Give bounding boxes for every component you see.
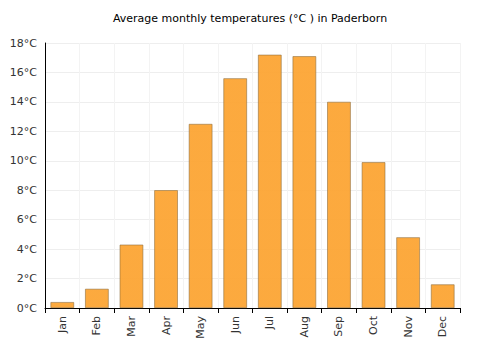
svg-text:4°C: 4°C	[17, 243, 37, 256]
svg-text:Average monthly temperatures (: Average monthly temperatures (°C ) in Pa…	[113, 12, 387, 25]
svg-text:Jan: Jan	[56, 316, 69, 334]
svg-text:6°C: 6°C	[17, 213, 37, 226]
svg-text:Mar: Mar	[125, 316, 138, 337]
svg-text:12°C: 12°C	[10, 125, 37, 138]
svg-text:14°C: 14°C	[10, 95, 37, 108]
svg-text:18°C: 18°C	[10, 37, 37, 50]
svg-text:Apr: Apr	[160, 316, 173, 336]
svg-text:0°C: 0°C	[17, 302, 37, 315]
svg-text:Oct: Oct	[367, 315, 380, 335]
svg-text:Aug: Aug	[298, 316, 311, 337]
svg-text:10°C: 10°C	[10, 154, 37, 167]
svg-text:2°C: 2°C	[17, 272, 37, 285]
svg-text:16°C: 16°C	[10, 66, 37, 79]
svg-text:May: May	[194, 316, 207, 339]
svg-text:Jun: Jun	[229, 316, 242, 334]
svg-text:Nov: Nov	[402, 316, 415, 338]
svg-text:Feb: Feb	[90, 316, 103, 335]
svg-text:Sep: Sep	[332, 316, 345, 337]
svg-text:8°C: 8°C	[17, 184, 37, 197]
svg-text:Jul: Jul	[263, 316, 276, 330]
svg-text:Dec: Dec	[436, 316, 449, 337]
